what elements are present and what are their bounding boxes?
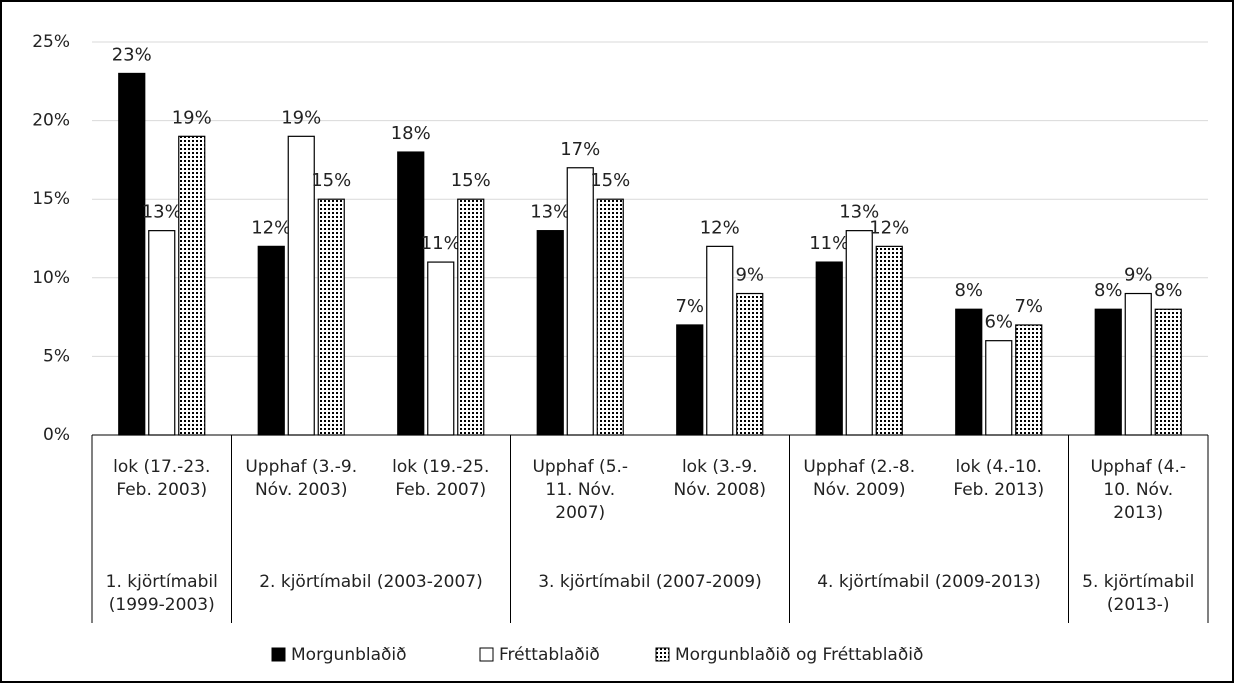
value-label: 17% — [560, 139, 600, 160]
value-label: 19% — [172, 107, 212, 128]
bar — [257, 245, 285, 436]
value-label: 19% — [281, 107, 321, 128]
x-tick-label: Nóv. 2008) — [673, 480, 766, 500]
x-tick-label: Feb. 2013) — [953, 480, 1044, 500]
x-tick-label: 2013) — [1113, 503, 1163, 523]
y-tick-label: 0% — [43, 425, 70, 445]
value-label: 6% — [984, 312, 1013, 333]
x-tick-label: 10. Nóv. — [1103, 480, 1173, 500]
value-label: 8% — [1094, 280, 1123, 301]
bar — [1154, 308, 1182, 436]
bar — [1094, 308, 1122, 436]
value-label: 15% — [311, 170, 351, 191]
group-label: (1999-2003) — [109, 595, 215, 615]
value-label: 23% — [112, 44, 152, 65]
bar — [397, 151, 425, 436]
x-tick-label: Feb. 2007) — [395, 480, 486, 500]
value-label: 12% — [869, 217, 909, 238]
value-label: 9% — [735, 265, 764, 286]
bar — [596, 198, 624, 436]
value-label: 12% — [700, 217, 740, 238]
value-label: 13% — [530, 202, 570, 223]
bar — [148, 230, 176, 436]
y-tick-label: 5% — [43, 346, 70, 366]
bar — [118, 72, 146, 436]
value-label: 8% — [954, 280, 983, 301]
x-tick-label: lok (19.-25. — [392, 457, 489, 477]
bar — [1015, 324, 1043, 436]
bar — [178, 135, 206, 436]
bar — [317, 198, 345, 436]
x-tick-label: lok (4.-10. — [956, 457, 1042, 477]
legend-swatch — [655, 647, 670, 662]
value-label: 15% — [451, 170, 491, 191]
y-tick-label: 10% — [32, 268, 70, 288]
group-label: (2013-) — [1107, 595, 1170, 615]
x-tick-label: Upphaf (4.- — [1090, 457, 1186, 477]
group-label: 5. kjörtímabil — [1082, 572, 1194, 592]
bar — [566, 167, 594, 436]
value-label: 11% — [809, 233, 849, 254]
bar — [736, 292, 764, 436]
value-label: 11% — [421, 233, 461, 254]
x-tick-label: 11. Nóv. — [545, 480, 615, 500]
bar — [427, 261, 455, 436]
bar — [706, 245, 734, 436]
bar — [815, 261, 843, 436]
bar — [457, 198, 485, 436]
bar — [985, 340, 1013, 436]
bar — [1124, 292, 1152, 436]
value-label: 12% — [251, 217, 291, 238]
y-tick-label: 25% — [32, 32, 70, 52]
value-label: 15% — [590, 170, 630, 191]
x-tick-label: Nóv. 2009) — [813, 480, 906, 500]
y-tick-label: 15% — [32, 189, 70, 209]
group-label: 4. kjörtímabil (2009-2013) — [817, 572, 1041, 592]
x-tick-label: lok (3.-9. — [682, 457, 758, 477]
bar — [875, 245, 903, 436]
x-tick-label: lok (17.-23. — [113, 457, 210, 477]
value-label: 7% — [1014, 296, 1043, 317]
value-label: 13% — [839, 202, 879, 223]
legend-label: Morgunblaðið — [291, 645, 407, 665]
bar — [536, 230, 564, 436]
value-label: 13% — [142, 202, 182, 223]
x-tick-label: 2007) — [555, 503, 605, 523]
group-label: 3. kjörtímabil (2007-2009) — [538, 572, 762, 592]
legend-label: Morgunblaðið og Fréttablaðið — [675, 645, 923, 665]
legend-swatch — [271, 647, 286, 662]
bar — [955, 308, 983, 436]
x-tick-label: Nóv. 2003) — [255, 480, 348, 500]
value-label: 7% — [675, 296, 704, 317]
legend-swatch — [479, 647, 494, 662]
group-label: 1. kjörtímabil — [106, 572, 218, 592]
x-tick-label: Upphaf (3.-9. — [245, 457, 357, 477]
bar — [287, 135, 315, 436]
bar — [845, 230, 873, 436]
value-label: 8% — [1154, 280, 1183, 301]
y-tick-label: 20% — [32, 111, 70, 131]
bar — [676, 324, 704, 436]
x-tick-label: Feb. 2003) — [116, 480, 207, 500]
value-label: 18% — [391, 123, 431, 144]
group-label: 2. kjörtímabil (2003-2007) — [259, 572, 483, 592]
value-label: 9% — [1124, 265, 1153, 286]
x-tick-label: Upphaf (5.- — [532, 457, 628, 477]
x-tick-label: Upphaf (2.-8. — [803, 457, 915, 477]
legend-label: Fréttablaðið — [499, 645, 600, 665]
